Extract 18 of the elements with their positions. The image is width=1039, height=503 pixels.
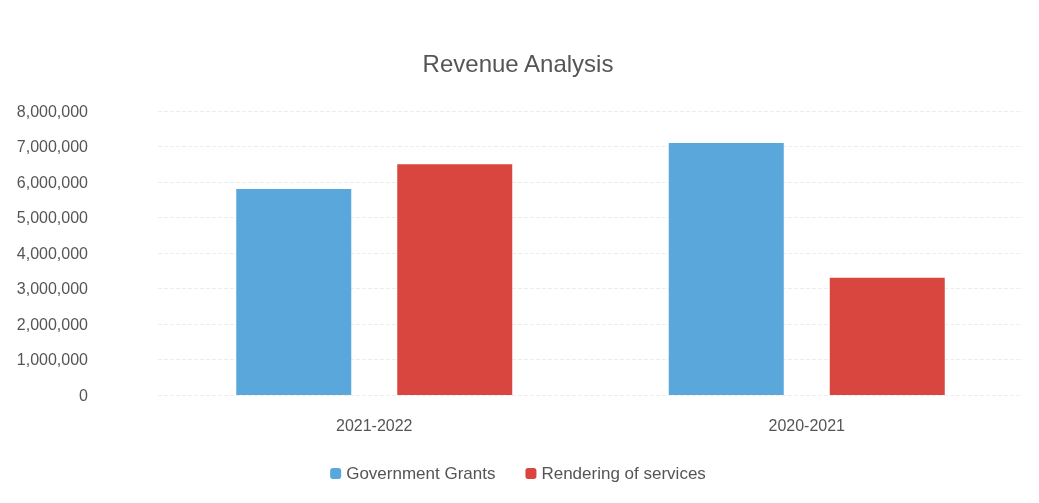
x-tick-label: 2020-2021 [768,416,846,434]
y-tick-label: 1,000,000 [16,351,89,368]
bar [236,189,352,395]
y-tick-label: 2,000,000 [16,315,89,333]
bar [829,277,945,395]
legend-label: Rendering of services [541,464,706,483]
y-tick-label: 3,000,000 [16,280,89,297]
y-tick-label: 5,000,000 [16,209,89,226]
x-tick-label: 2021-2022 [335,416,413,434]
y-tick-label: 7,000,000 [16,138,89,155]
bar [397,164,513,395]
y-tick-label: 4,000,000 [16,244,89,262]
y-tick-label: 8,000,000 [16,102,89,120]
bar [668,142,784,395]
y-tick-label: 0 [79,386,89,404]
legend-label: Government Grants [346,464,496,483]
y-tick-label: 6,000,000 [16,173,89,191]
chart-title: Revenue Analysis [422,49,614,77]
